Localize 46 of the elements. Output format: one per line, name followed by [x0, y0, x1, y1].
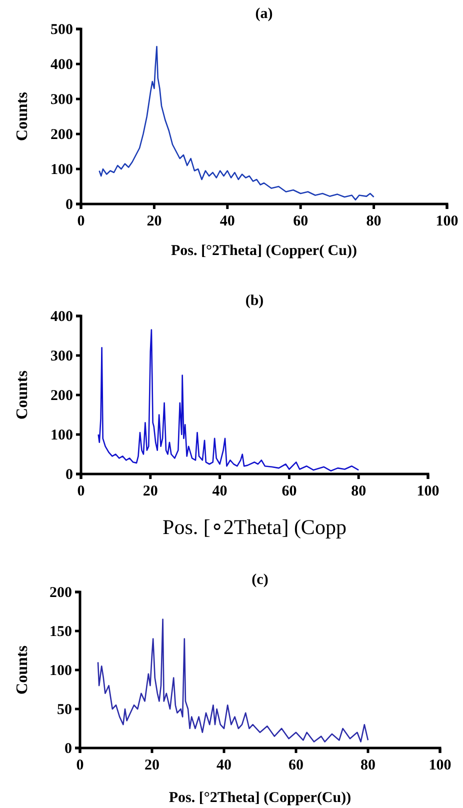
x-tick-label: 20	[146, 214, 162, 230]
x-axis-title: Pos. [°2Theta] (Copper( Cu))	[171, 243, 357, 259]
y-tick-label: 0	[64, 740, 72, 757]
chart-title: (b)	[245, 293, 264, 309]
x-tick-label: 40	[216, 758, 232, 774]
y-tick-label: 100	[50, 662, 72, 679]
y-axis-title: Counts	[14, 92, 31, 141]
y-tick-label: 400	[50, 56, 73, 73]
line-series	[97, 618, 369, 742]
x-tick-label: 80	[360, 758, 376, 774]
x-tick-label: 60	[282, 484, 297, 500]
x-tick-label: 40	[212, 484, 228, 500]
y-tick-label: 400	[50, 308, 73, 325]
y-tick-label: 50	[57, 702, 72, 718]
y-tick-label: 100	[50, 162, 73, 178]
x-tick-label: 60	[293, 214, 308, 230]
chart-title: (c)	[252, 572, 268, 588]
y-tick-label: 0	[66, 466, 73, 483]
y-tick-label: 300	[50, 92, 73, 108]
y-axis-title: Counts	[14, 370, 31, 420]
x-tick-label: 100	[428, 758, 452, 774]
y-tick-label: 500	[50, 22, 73, 38]
y-axis-title: Counts	[14, 646, 31, 694]
x-tick-label: 0	[76, 758, 84, 774]
y-tick-label: 200	[50, 388, 73, 404]
x-tick-label: 40	[220, 214, 235, 230]
x-tick-label: 0	[77, 484, 85, 500]
x-tick-label: 100	[416, 484, 440, 500]
y-tick-label: 100	[50, 427, 73, 444]
x-axis-title: Pos. [∘2Theta] (Copp	[162, 515, 346, 539]
y-tick-label: 200	[50, 126, 73, 143]
y-tick-label: 300	[50, 348, 73, 364]
x-tick-label: 20	[144, 758, 160, 774]
x-tick-label: 100	[436, 214, 458, 230]
y-tick-label: 150	[50, 624, 72, 640]
x-tick-label: 20	[142, 484, 158, 500]
line-series	[98, 329, 360, 472]
x-tick-label: 80	[366, 214, 382, 230]
line-series	[98, 46, 374, 200]
y-tick-label: 0	[66, 196, 73, 213]
x-tick-label: 80	[351, 484, 366, 500]
x-tick-label: 0	[77, 214, 85, 230]
x-tick-label: 60	[288, 758, 304, 774]
chart-title: (a)	[255, 6, 273, 22]
x-axis-title: Pos. [°2Theta] (Copper(Cu))	[168, 790, 352, 806]
y-tick-label: 200	[50, 584, 72, 601]
